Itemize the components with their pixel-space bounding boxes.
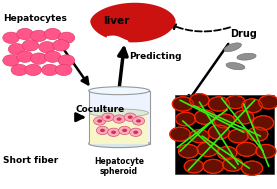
Circle shape xyxy=(53,40,69,51)
Circle shape xyxy=(44,28,61,40)
Circle shape xyxy=(132,117,145,125)
Ellipse shape xyxy=(89,140,150,148)
Text: Drug: Drug xyxy=(230,29,257,39)
Text: Hepatocyte
spheroid: Hepatocyte spheroid xyxy=(94,157,144,176)
Circle shape xyxy=(226,95,245,109)
Circle shape xyxy=(194,110,216,124)
Circle shape xyxy=(102,113,114,121)
Circle shape xyxy=(172,97,193,111)
Text: Predicting: Predicting xyxy=(129,52,181,61)
Text: liver: liver xyxy=(103,16,129,26)
Circle shape xyxy=(124,113,136,121)
Circle shape xyxy=(94,117,106,125)
Circle shape xyxy=(122,129,127,132)
Circle shape xyxy=(3,55,19,66)
Circle shape xyxy=(223,158,243,171)
Circle shape xyxy=(25,64,42,76)
Circle shape xyxy=(203,159,224,173)
Text: Coculture: Coculture xyxy=(75,105,124,114)
Circle shape xyxy=(55,64,72,76)
Circle shape xyxy=(228,129,248,143)
Ellipse shape xyxy=(224,43,242,52)
Ellipse shape xyxy=(237,53,256,60)
Circle shape xyxy=(234,110,254,124)
Circle shape xyxy=(170,127,190,141)
Circle shape xyxy=(113,115,125,123)
Text: Hepatocytes: Hepatocytes xyxy=(3,14,67,23)
Polygon shape xyxy=(90,3,176,42)
Circle shape xyxy=(130,128,142,136)
Polygon shape xyxy=(89,91,150,144)
Ellipse shape xyxy=(89,87,150,95)
Circle shape xyxy=(176,112,196,126)
Bar xyxy=(175,94,274,174)
Circle shape xyxy=(208,97,229,111)
Circle shape xyxy=(178,144,198,158)
Circle shape xyxy=(111,131,116,134)
Circle shape xyxy=(128,115,133,119)
Circle shape xyxy=(96,126,109,135)
Circle shape xyxy=(44,51,61,62)
Ellipse shape xyxy=(90,109,148,117)
Circle shape xyxy=(22,40,39,51)
Circle shape xyxy=(39,42,55,53)
Circle shape xyxy=(58,55,75,66)
Circle shape xyxy=(217,146,237,160)
Circle shape xyxy=(214,114,235,128)
Circle shape xyxy=(253,116,274,130)
Circle shape xyxy=(11,64,28,76)
Polygon shape xyxy=(90,113,148,144)
Circle shape xyxy=(8,43,25,55)
Text: Short fiber: Short fiber xyxy=(3,156,58,165)
Circle shape xyxy=(136,119,141,123)
Circle shape xyxy=(247,127,268,141)
Circle shape xyxy=(42,64,58,76)
Circle shape xyxy=(190,129,209,143)
Circle shape xyxy=(106,115,111,119)
Circle shape xyxy=(119,126,131,135)
Circle shape xyxy=(117,117,122,121)
Circle shape xyxy=(256,144,276,158)
Circle shape xyxy=(97,119,102,123)
Circle shape xyxy=(242,99,262,113)
Circle shape xyxy=(3,32,19,43)
Circle shape xyxy=(184,160,204,173)
Circle shape xyxy=(100,129,105,132)
Circle shape xyxy=(58,32,75,43)
Circle shape xyxy=(17,28,33,40)
Circle shape xyxy=(208,125,229,139)
Circle shape xyxy=(30,30,47,42)
Circle shape xyxy=(17,51,33,62)
Ellipse shape xyxy=(226,63,245,70)
Circle shape xyxy=(190,94,209,107)
Circle shape xyxy=(133,131,138,134)
Circle shape xyxy=(30,53,47,64)
Circle shape xyxy=(197,142,218,156)
Circle shape xyxy=(236,142,257,156)
Circle shape xyxy=(259,95,277,109)
Circle shape xyxy=(242,161,263,175)
Circle shape xyxy=(107,128,120,136)
